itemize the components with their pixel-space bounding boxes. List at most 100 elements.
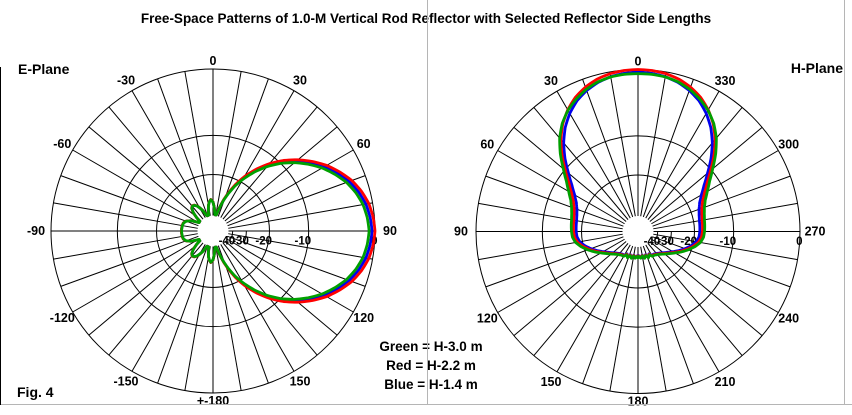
grid-spoke (647, 107, 743, 220)
grid-spoke (640, 71, 667, 217)
panel-right-border (844, 0, 845, 405)
grid-spoke (533, 107, 629, 220)
grid-spoke (533, 243, 629, 356)
angle-label-30: 30 (293, 73, 307, 87)
polar-plot-e-plane: 0306090120150+-180-150-120-90-60-30-40-3… (27, 54, 397, 408)
figure-label: Fig. 4 (17, 384, 54, 400)
angle-label-60: 60 (357, 137, 371, 151)
grid-spoke (640, 246, 667, 392)
grid-spoke (226, 149, 354, 224)
grid-spoke (72, 238, 200, 313)
grid-spoke (485, 175, 624, 227)
grid-spoke (478, 202, 623, 230)
grid-spoke (220, 244, 295, 372)
grid-spoke (224, 240, 338, 336)
grid-spoke (642, 79, 694, 218)
legend-line-green: Green = H-3.0 m (379, 339, 483, 354)
grid-spoke (497, 150, 625, 225)
grid-spoke (215, 246, 242, 391)
panel-bottom-border (0, 404, 852, 405)
grid-spoke (645, 244, 720, 373)
grid-spoke (108, 242, 204, 356)
angle-label-60: 60 (480, 138, 494, 152)
e-plane-label: E-Plane (18, 61, 70, 77)
angle-label-270: 270 (805, 225, 826, 239)
legend: Green = H-3.0 m Red = H-2.2 m Blue = H-1… (352, 337, 510, 394)
db-label--40: -40 (644, 236, 661, 248)
grid-spoke (227, 175, 366, 227)
db-label--40: -40 (219, 236, 236, 248)
grid-spoke (478, 233, 623, 261)
grid-spoke (88, 240, 202, 336)
grid-spoke (226, 238, 354, 313)
db-label-0: 0 (796, 236, 802, 248)
grid-spoke (652, 236, 791, 288)
grid-spoke (157, 245, 209, 384)
angle-label-120: 120 (353, 311, 374, 325)
grid-spoke (228, 233, 373, 260)
grid-spoke (227, 235, 366, 287)
chart-title: Free-Space Patterns of 1.0-M Vertical Ro… (140, 11, 712, 26)
angle-label-210: 210 (715, 375, 736, 389)
angle-label-90: 90 (454, 225, 468, 239)
angle-label-150: 150 (290, 375, 311, 389)
angle-label--60: -60 (53, 137, 71, 151)
grid-spoke (653, 233, 798, 261)
panel-divider (427, 0, 428, 405)
grid-spoke (652, 175, 791, 227)
legend-line-red: Red = H-2.2 m (386, 358, 476, 373)
db-label--10: -10 (295, 236, 312, 248)
grid-spoke (131, 90, 206, 218)
grid-spoke (53, 233, 198, 260)
angle-label-180: 180 (628, 395, 649, 409)
grid-spoke (131, 244, 206, 372)
db-label--10: -10 (720, 236, 737, 248)
angle-label-300: 300 (778, 138, 799, 152)
grid-spoke (647, 243, 743, 356)
angle-label-30: 30 (544, 74, 558, 88)
legend-line-blue: Blue = H-1.4 m (384, 377, 478, 392)
db-label--30: -30 (657, 236, 674, 248)
angle-label-0: 0 (635, 55, 642, 69)
h-plane-label: H-Plane (790, 60, 843, 76)
angle-label--150: -150 (113, 375, 138, 389)
grid-spoke (60, 235, 199, 287)
angle-label--120: -120 (50, 311, 75, 325)
angle-label-150: 150 (541, 375, 562, 389)
grid-spoke (609, 71, 636, 217)
grid-spoke (184, 246, 211, 391)
angle-label--30: -30 (117, 73, 135, 87)
grid-spoke (157, 78, 209, 217)
grid-spoke (609, 246, 636, 392)
angle-label-0: 0 (210, 54, 217, 68)
grid-spoke (184, 71, 211, 216)
angle-label--90: -90 (27, 224, 45, 238)
grid-spoke (582, 245, 634, 384)
angle-label-330: 330 (715, 74, 736, 88)
pattern-curve-green (180, 161, 371, 301)
db-label--20: -20 (255, 236, 272, 248)
grid-spoke (556, 244, 631, 373)
grid-spoke (653, 202, 798, 230)
grid-spoke (72, 149, 200, 224)
grid-spoke (513, 241, 627, 337)
grid-spoke (220, 90, 295, 218)
grid-spoke (642, 245, 694, 384)
grid-spoke (649, 241, 763, 337)
grid-spoke (60, 175, 199, 227)
angle-label-+-180: +-180 (197, 394, 229, 408)
grid-spoke (88, 126, 202, 222)
grid-spoke (651, 150, 779, 225)
grid-spoke (228, 202, 373, 229)
angle-label-120: 120 (477, 312, 498, 326)
grid-spoke (485, 236, 624, 288)
grid-spoke (215, 71, 242, 216)
angle-label-240: 240 (778, 312, 799, 326)
angle-label-90: 90 (383, 224, 397, 238)
db-label--30: -30 (232, 236, 249, 248)
grid-spoke (53, 202, 198, 229)
grid-spoke (108, 106, 204, 220)
